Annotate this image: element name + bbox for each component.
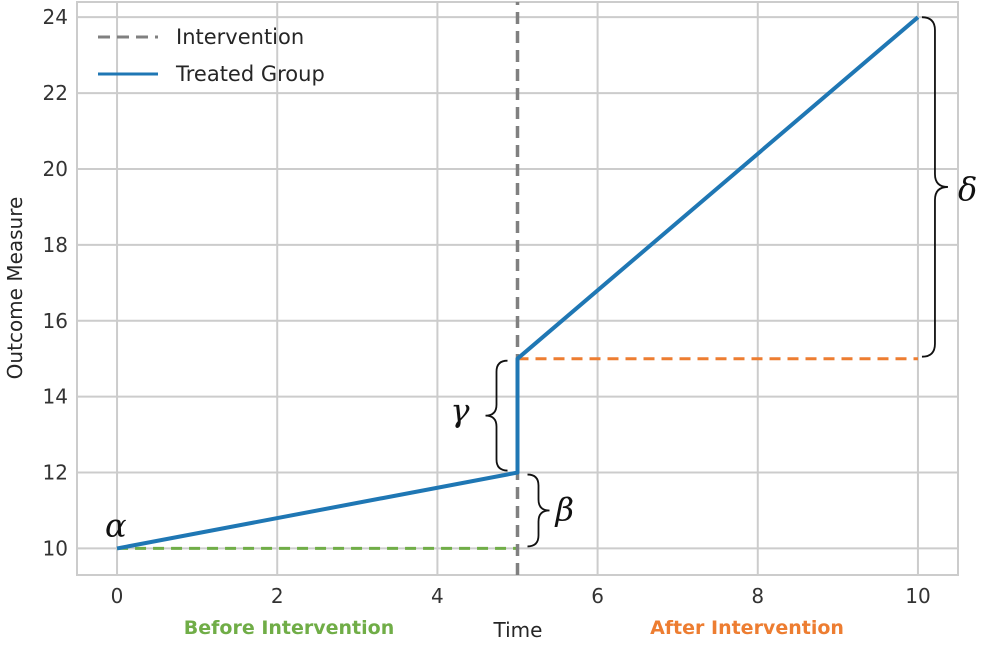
legend: Intervention Treated Group [98, 25, 325, 86]
x-tick-label: 4 [431, 584, 444, 608]
y-tick-label: 14 [43, 385, 68, 409]
x-tick-label: 10 [905, 584, 930, 608]
beta-annotation: β [555, 490, 575, 528]
y-tick-label: 24 [43, 5, 68, 29]
y-tick-label: 16 [43, 309, 68, 333]
alpha-annotation: α [105, 506, 127, 544]
y-tick-label: 20 [43, 157, 68, 181]
legend-treated-label: Treated Group [175, 62, 325, 86]
y-tick-label: 12 [43, 461, 68, 485]
treated-group-line [116, 15, 920, 551]
braces: α β γ δ [105, 16, 977, 548]
gamma-brace [485, 359, 508, 472]
region-label-before: Before Intervention [184, 617, 394, 639]
x-tick-label: 6 [591, 584, 604, 608]
beta-brace [527, 473, 550, 548]
gamma-annotation: γ [450, 392, 470, 430]
reference-lines [117, 357, 918, 550]
region-label-after: After Intervention [650, 617, 844, 639]
y-tick-label: 10 [43, 536, 68, 560]
x-tick-label: 2 [271, 584, 284, 608]
x-tick-label: 8 [751, 584, 764, 608]
legend-intervention-label: Intervention [176, 25, 304, 49]
y-tick-label: 22 [43, 81, 68, 105]
y-tick-label: 18 [43, 233, 68, 257]
series [116, 2, 920, 575]
x-axis-label: Time [493, 618, 543, 642]
x-tick-label: 0 [111, 584, 124, 608]
y-axis-label: Outcome Measure [3, 197, 27, 380]
delta-annotation: δ [958, 170, 977, 208]
